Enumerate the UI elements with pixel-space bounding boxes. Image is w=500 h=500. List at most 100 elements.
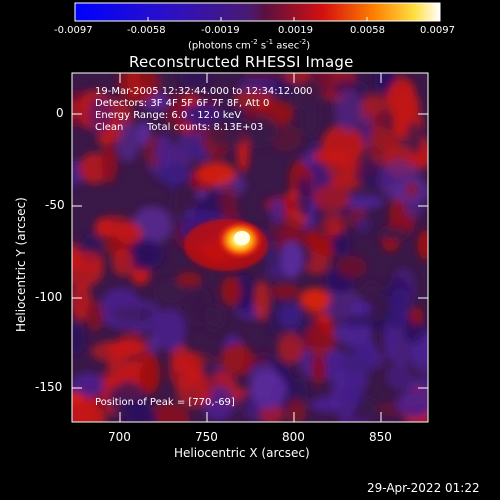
image-texture-blob [117,73,160,105]
image-texture-blob [155,133,173,170]
image-texture-blob [278,302,303,329]
x-axis-ticks [119,73,382,422]
image-texture-blob [207,115,251,148]
peak-source [184,219,268,271]
image-texture-blob [408,338,428,374]
image-texture-blob [312,149,350,163]
image-texture-blob [349,301,372,317]
colorbar-unit-label: (photons cm-2 s-1 asec-2) [188,38,311,52]
image-texture-blob [377,227,409,241]
image-texture-blob [116,121,140,162]
image-texture-blob [310,352,327,386]
image-texture-blob [344,194,384,209]
image-texture-blob [176,272,202,287]
colorbar-tick: 0.0097 [420,25,455,36]
info-energy-range: Energy Range: 6.0 - 12.0 keV [95,110,242,121]
image-texture-blob [175,371,213,409]
x-axis-label: Heliocentric X (arcsec) [174,446,310,460]
image-texture-blob [130,266,151,285]
image-texture-blob [286,398,307,422]
image-texture-blob [101,368,124,388]
image-texture-blob [304,321,337,356]
y-axis-label: Heliocentric Y (arcsec) [14,197,28,332]
image-texture-blob [269,197,285,224]
colorbar-gradient [74,2,441,22]
image-texture-blob [282,73,311,85]
plot-title: Reconstructed RHESSI Image [129,53,354,71]
image-texture-blob [277,332,304,364]
image-texture-blob [147,402,191,422]
info-method: Clean [95,122,124,133]
image-texture-blob [322,213,347,236]
image-texture-blob [220,343,254,377]
colorbar-tick: -0.0058 [127,25,166,36]
colorbar-tick: -0.0019 [201,25,240,36]
image-texture-blob [331,230,351,257]
image-texture-blob [333,319,373,346]
x-tick-label: 800 [282,430,305,444]
image-texture-blob [299,287,331,312]
image-texture-blob [174,180,199,205]
image-texture-blob [332,369,346,401]
y-tick-label: -50 [45,198,65,212]
image-texture-blob [383,321,397,360]
y-axis-ticks [72,113,428,389]
image-texture-blob [72,282,92,322]
image-texture-blob [336,255,367,279]
image-texture-blob [296,175,311,218]
y-tick-label: -100 [35,290,63,304]
image-texture-blob [417,229,428,261]
image-texture-blob [331,79,369,97]
image-texture-blob [207,312,221,332]
image-texture-blob [367,125,394,166]
image-texture-blob [399,91,417,108]
colorbar [74,2,441,22]
image-texture-blob [87,97,114,134]
info-total-counts: Total counts: 8.13E+03 [147,122,264,133]
x-tick-label: 850 [369,430,392,444]
image-texture-blob [334,89,363,133]
image-texture-blob [236,273,253,313]
image-texture-blob [361,292,391,322]
y-tick-label: 0 [56,106,64,120]
image-texture-blob [72,250,104,272]
image-texture-blob [310,396,344,413]
image-texture-blob [386,364,412,390]
image-texture-blob [72,391,84,405]
image-texture-blob [156,279,187,306]
image-texture-blob [254,280,269,322]
image-texture-blob [291,77,324,112]
image-texture-blob [111,249,134,277]
y-tick-label: -150 [35,380,63,394]
image-texture-blob [107,222,129,237]
image-texture-blob [220,276,242,306]
colorbar-tick: 0.0058 [350,25,385,36]
info-time-range: 19-Mar-2005 12:32:44.000 to 12:34:12.000 [95,86,313,97]
image-texture-blob [126,402,157,422]
image-texture-blob [86,300,104,332]
x-tick-label: 750 [195,430,218,444]
image-texture-blob [313,184,350,212]
image-texture-blob [196,161,237,186]
colorbar-tick: 0.0019 [278,25,313,36]
footer-timestamp: 29-Apr-2022 01:22 [367,481,480,495]
image-texture-blob [218,185,238,215]
image-texture-blob [112,306,154,323]
image-texture-blob [155,308,187,351]
image-texture-blob [270,284,300,299]
image-texture-blob [236,77,279,93]
image-texture-blob [72,322,86,355]
image-texture-blob [106,340,145,356]
image-texture-blob [280,240,304,279]
image-texture-blob [249,370,287,410]
image-texture-blob [395,389,428,420]
plot-frame [71,72,429,423]
image-texture-blob [409,307,423,325]
image-texture-blob [244,102,258,122]
image-texture-blob [103,127,122,144]
x-tick-label: 700 [108,430,131,444]
image-texture-blob [101,144,118,184]
image-texture-blob [179,73,211,88]
image-texture-blob [72,372,105,398]
